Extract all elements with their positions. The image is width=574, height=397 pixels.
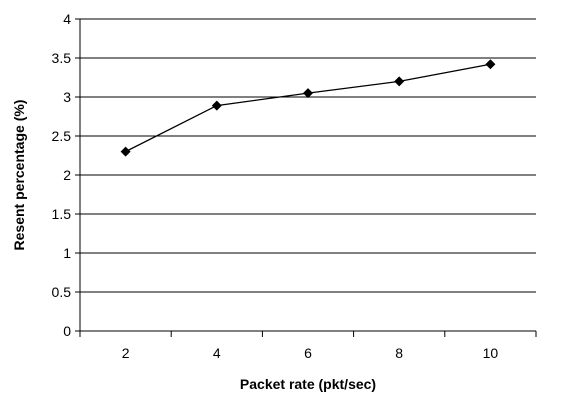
y-tick-label: 1 (63, 245, 71, 261)
y-tick-labels: 0 0.5 1 1.5 2 2.5 3 3.5 4 (52, 11, 72, 339)
y-tick-label: 0 (63, 323, 71, 339)
data-point (120, 146, 131, 157)
data-point (485, 59, 496, 70)
x-tick-labels: 2 4 6 8 10 (122, 345, 499, 361)
x-tick-label: 4 (213, 345, 221, 361)
y-tick-label: 2 (63, 167, 71, 183)
x-tick-label: 10 (483, 345, 499, 361)
x-tick-label: 2 (122, 345, 130, 361)
x-axis-title: Packet rate (pkt/sec) (240, 376, 376, 392)
x-tick-label: 6 (304, 345, 312, 361)
y-axis-title: Resent percentage (%) (11, 100, 27, 251)
y-tick-label: 2.5 (52, 128, 72, 144)
x-tick-label: 8 (395, 345, 403, 361)
data-point (303, 88, 313, 99)
series-line (125, 63, 491, 153)
y-tick-label: 4 (63, 11, 71, 27)
data-point (211, 100, 222, 111)
axes (75, 18, 537, 337)
y-tick-label: 3 (63, 89, 71, 105)
y-tick-label: 1.5 (52, 206, 72, 222)
y-tick-label: 3.5 (52, 50, 72, 66)
series-group (120, 59, 496, 157)
y-tick-label: 0.5 (52, 284, 72, 300)
gridlines (80, 18, 536, 293)
data-point (394, 76, 405, 87)
